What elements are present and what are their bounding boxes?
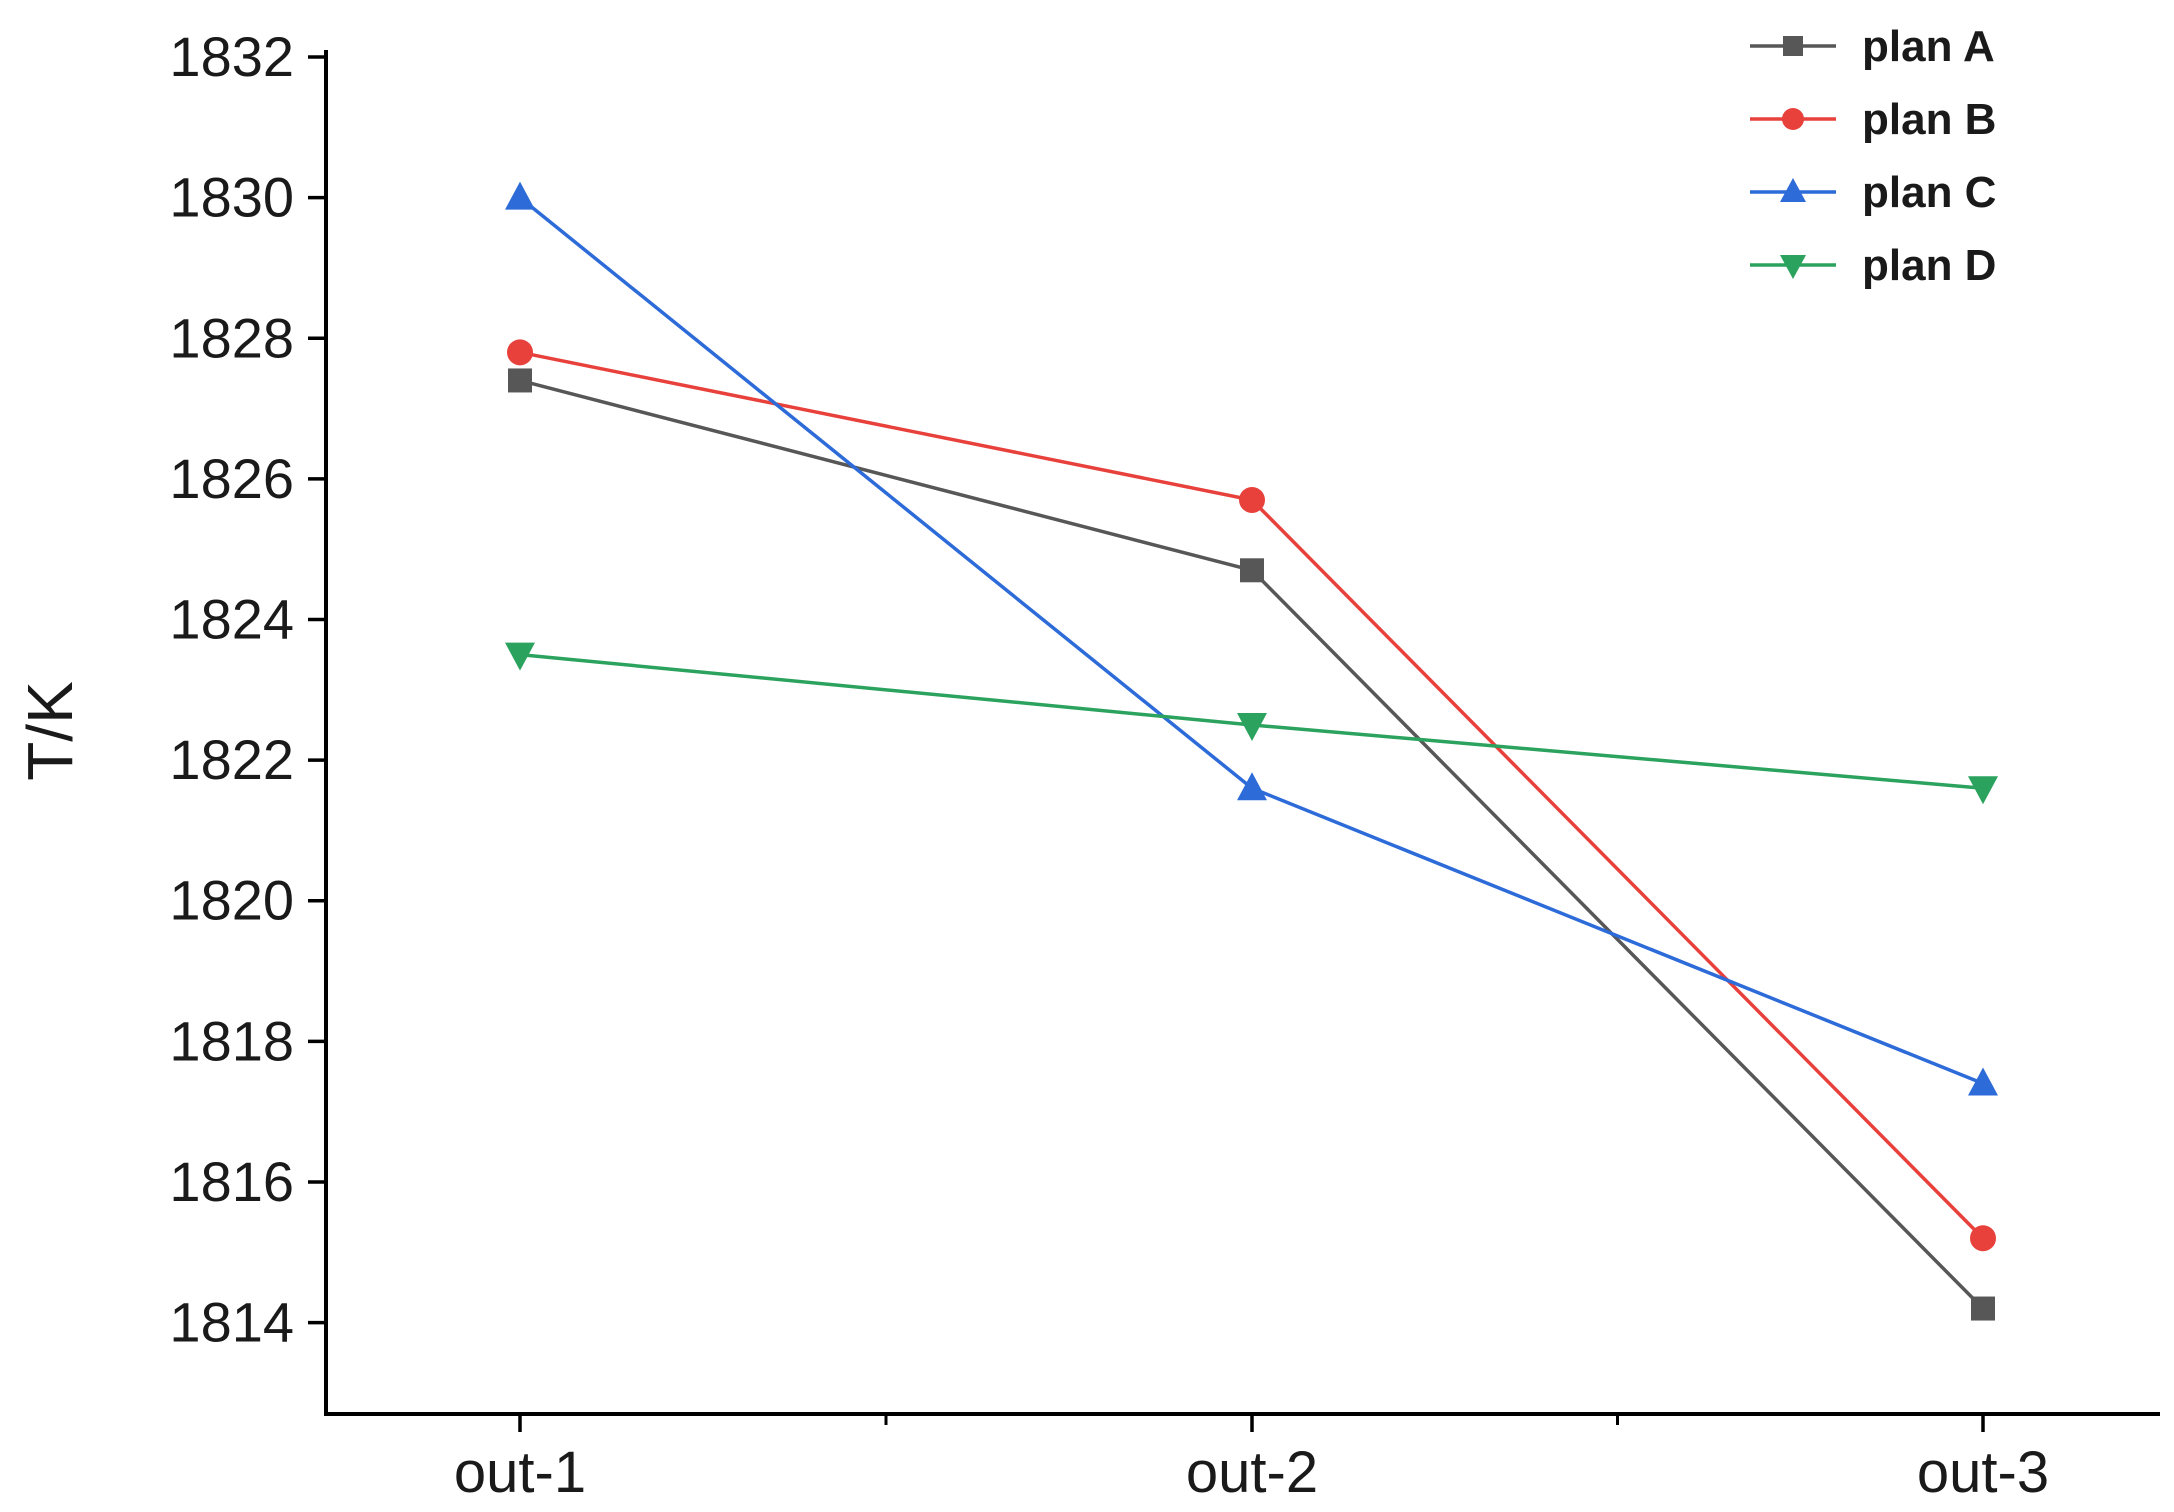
x-tick-label: out-2 <box>1186 1440 1318 1505</box>
y-tick-label: 1818 <box>169 1009 294 1072</box>
legend-item-plan-C: plan C <box>1750 168 1996 217</box>
marker-plan-A-out-3 <box>1971 1296 1995 1321</box>
y-axis-label: T/K <box>14 681 86 781</box>
series-group <box>505 181 1998 1321</box>
legend-label-plan-D: plan D <box>1862 241 1996 290</box>
x-tick-label: out-1 <box>454 1440 586 1505</box>
marker-plan-B-out-1 <box>507 339 533 366</box>
marker-plan-D-out-2 <box>1237 712 1267 741</box>
legend-marker-plan-D <box>1780 255 1806 279</box>
legend-marker-plan-C <box>1780 178 1806 202</box>
marker-plan-A-out-1 <box>508 368 532 393</box>
legend-item-plan-A: plan A <box>1750 22 1995 71</box>
y-tick-label: 1824 <box>169 588 294 651</box>
legend-marker-plan-B <box>1782 108 1804 130</box>
y-tick-label: 1826 <box>169 447 294 510</box>
legend: plan A plan B plan C plan D <box>1750 22 1996 290</box>
marker-plan-D-out-1 <box>505 642 535 671</box>
legend-label-plan-C: plan C <box>1862 168 1996 217</box>
y-tick-label: 1820 <box>169 869 294 932</box>
y-tick-label: 1816 <box>169 1150 294 1213</box>
marker-plan-C-out-1 <box>505 181 535 210</box>
series-line-plan-A <box>519 378 1985 1310</box>
marker-plan-B-out-2 <box>1239 486 1265 513</box>
marker-plan-D-out-3 <box>1968 776 1998 805</box>
series-plan-A <box>508 368 1995 1321</box>
x-tick-label: out-3 <box>1917 1440 2049 1505</box>
marker-plan-C-out-2 <box>1237 772 1267 801</box>
y-tick-label: 1830 <box>169 166 294 229</box>
legend-label-plan-A: plan A <box>1862 22 1995 71</box>
legend-item-plan-D: plan D <box>1750 241 1996 290</box>
y-tick-label: 1832 <box>169 25 294 88</box>
legend-marker-plan-A <box>1783 36 1803 56</box>
series-plan-C <box>505 181 1998 1096</box>
series-plan-D <box>505 642 1998 805</box>
y-tick-label: 1814 <box>169 1291 294 1354</box>
y-tick-label: 1822 <box>169 728 294 791</box>
series-plan-B <box>507 339 1996 1252</box>
marker-plan-A-out-2 <box>1240 558 1264 583</box>
legend-item-plan-B: plan B <box>1750 95 1996 144</box>
y-tick-label: 1828 <box>169 306 294 369</box>
marker-plan-B-out-3 <box>1970 1225 1996 1252</box>
series-line-plan-C <box>518 196 1984 1086</box>
marker-plan-C-out-3 <box>1968 1067 1998 1096</box>
axes: 1814 1816 1818 1820 1822 1824 1826 1828 1830 1832… <box>169 25 2160 1505</box>
legend-label-plan-B: plan B <box>1862 95 1996 144</box>
